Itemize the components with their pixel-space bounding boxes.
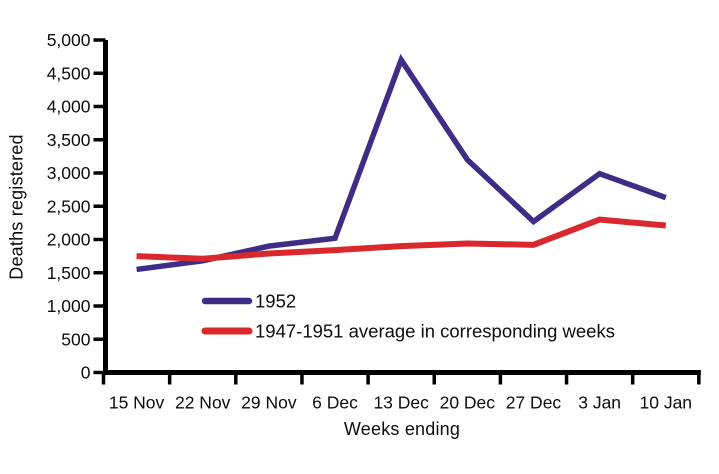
y-tick-label: 3,500 (47, 130, 91, 150)
x-tick-label: 15 Nov (109, 393, 165, 413)
y-tick-label: 3,000 (47, 163, 91, 183)
series-line-1952 (136, 53, 667, 273)
x-tick-label: 20 Dec (440, 393, 496, 413)
legend-label: 1952 (255, 291, 296, 312)
y-tick-label: 4,500 (47, 63, 91, 83)
x-tick-label: 22 Nov (175, 393, 231, 413)
y-tick-label: 2,500 (47, 196, 91, 216)
x-tick-label: 3 Jan (578, 393, 621, 413)
legend-label: 1947-1951 average in corresponding weeks (255, 321, 615, 342)
series-line-1947-1951 (136, 216, 667, 262)
y-tick-label: 4,000 (47, 97, 91, 117)
x-tick-label: 6 Dec (312, 393, 358, 413)
x-axis-title: Weeks ending (343, 419, 461, 439)
y-tick-label: 500 (61, 329, 90, 349)
x-tick-label: 29 Nov (241, 393, 297, 413)
y-axis-title: Deaths registered (6, 134, 27, 280)
y-tick-label: 2,000 (47, 230, 91, 250)
y-tick-label: 0 (81, 363, 91, 383)
x-tick-label: 27 Dec (506, 393, 562, 413)
y-tick-label: 1,000 (47, 296, 91, 316)
x-tick-label: 10 Jan (640, 393, 693, 413)
y-tick-label: 5,000 (47, 30, 91, 50)
x-tick-label: 13 Dec (373, 393, 429, 413)
y-tick-label: 1,500 (47, 263, 91, 283)
